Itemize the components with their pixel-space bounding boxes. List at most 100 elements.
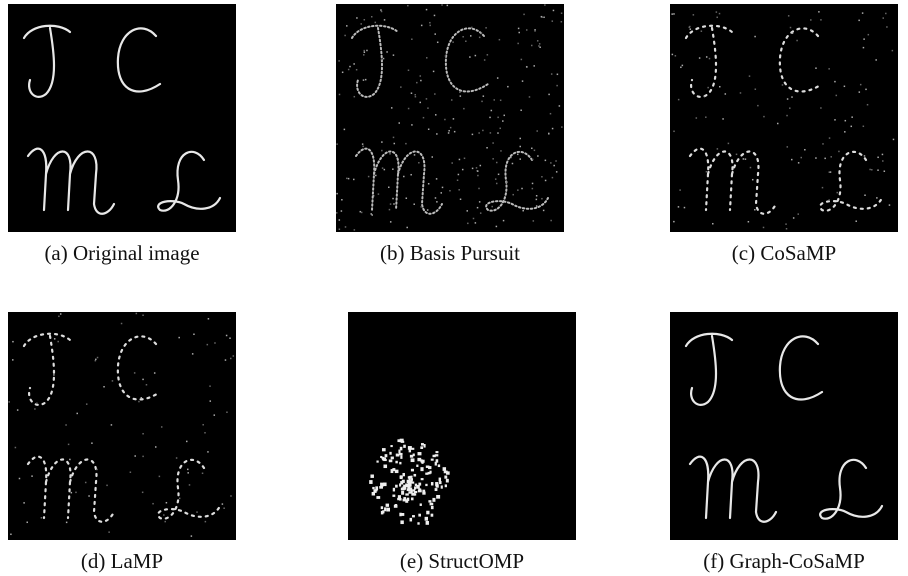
image-noise (552, 20, 554, 22)
image-noise (431, 459, 434, 461)
image-noise (449, 190, 451, 192)
image-noise (421, 443, 424, 446)
image-noise (497, 132, 499, 134)
image-noise (210, 400, 212, 402)
panel-image (8, 4, 236, 232)
image-noise (396, 454, 400, 457)
image-noise (60, 313, 62, 315)
image-noise (436, 495, 440, 499)
image-noise (489, 117, 491, 119)
image-noise (400, 520, 403, 524)
image-noise (394, 505, 398, 508)
image-noise (467, 223, 469, 225)
panel: (d) LaMP (8, 312, 236, 573)
image-noise (556, 85, 558, 87)
image-noise (371, 16, 373, 18)
image-noise (834, 119, 836, 121)
image-noise (155, 446, 157, 448)
image-noise (436, 178, 438, 180)
image-noise (86, 403, 88, 405)
image-noise (353, 179, 355, 181)
image-noise (392, 468, 395, 471)
panel-image (670, 312, 898, 540)
image-noise (749, 75, 751, 77)
image-noise (475, 55, 477, 57)
image-noise (752, 179, 754, 181)
image-noise (346, 25, 348, 27)
image-noise (541, 198, 543, 200)
image-noise (230, 358, 232, 360)
image-noise (477, 207, 479, 209)
image-noise (361, 212, 363, 214)
image-noise (544, 4, 546, 6)
image-noise (392, 198, 394, 200)
image-noise (519, 146, 521, 148)
image-noise (893, 139, 895, 141)
image-noise (434, 15, 436, 17)
image-noise (763, 227, 765, 229)
image-noise (364, 19, 366, 21)
image-noise (822, 187, 824, 189)
image-noise (707, 87, 709, 89)
image-noise (877, 169, 879, 171)
image-noise (401, 491, 404, 495)
image-noise (375, 22, 377, 24)
image-noise (487, 54, 489, 56)
image-noise (69, 459, 71, 461)
image-noise (392, 495, 395, 497)
image-noise (863, 38, 865, 40)
image-noise (787, 146, 789, 148)
image-noise (518, 28, 520, 30)
image-noise (381, 59, 383, 61)
image-noise (368, 176, 369, 178)
image-noise (484, 59, 486, 61)
image-noise (12, 341, 14, 343)
panel-image (670, 4, 898, 232)
image-noise (712, 223, 714, 225)
image-noise (793, 217, 795, 219)
image-noise (458, 174, 460, 176)
panel: (a) Original image (8, 4, 236, 265)
image-noise (405, 143, 407, 145)
image-noise (380, 9, 382, 11)
image-noise (491, 110, 493, 112)
image-noise (786, 115, 788, 117)
image-noise (418, 514, 421, 517)
image-noise (339, 94, 341, 96)
image-noise (179, 498, 181, 500)
image-noise (432, 455, 435, 457)
image-noise (828, 199, 830, 201)
image-noise (432, 498, 435, 502)
image-noise (363, 79, 365, 81)
image-noise (463, 108, 465, 110)
image-noise (496, 226, 498, 228)
image-noise (54, 338, 56, 340)
caption: (a) Original image (44, 241, 199, 265)
image-noise (529, 96, 531, 98)
image-noise (427, 209, 429, 211)
page: (a) Original image(b) Basis Pursuit(c) C… (0, 0, 908, 576)
image-noise (479, 201, 481, 203)
image-noise (142, 492, 144, 494)
image-noise (451, 99, 453, 101)
image-noise (435, 488, 438, 491)
image-noise (512, 163, 514, 165)
image-noise (223, 507, 225, 509)
image-noise (863, 126, 865, 128)
image-noise (431, 482, 433, 485)
image-noise (402, 473, 404, 476)
image-noise (406, 197, 408, 199)
image-noise (381, 11, 383, 13)
image-noise (830, 156, 832, 158)
image-noise (673, 131, 675, 133)
image-noise (391, 457, 394, 460)
image-noise (548, 94, 550, 96)
image-noise (226, 335, 228, 337)
image-noise (418, 483, 421, 486)
image-noise (400, 447, 403, 451)
image-noise (447, 5, 449, 7)
image-noise (478, 132, 480, 134)
image-noise (66, 522, 68, 524)
image-noise (391, 107, 393, 109)
image-noise (684, 207, 686, 209)
